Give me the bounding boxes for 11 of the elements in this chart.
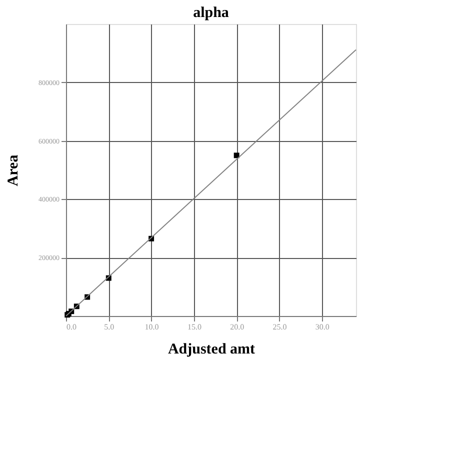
- x-tick-label: 5.0: [104, 322, 114, 332]
- x-tick-label: 30.0: [315, 322, 330, 332]
- chart-title: alpha: [193, 5, 230, 21]
- point: [234, 152, 240, 158]
- x-tick-label: 15.0: [187, 322, 202, 332]
- x-tick-label: 25.0: [272, 322, 287, 332]
- x-tick-label: 10.0: [144, 322, 159, 332]
- x-tick-label: 20.0: [230, 322, 244, 332]
- y-axis-title: Area: [6, 154, 22, 186]
- x-tick-label: 0.0: [66, 322, 76, 332]
- x-axis-title: Adjusted amt: [168, 342, 256, 358]
